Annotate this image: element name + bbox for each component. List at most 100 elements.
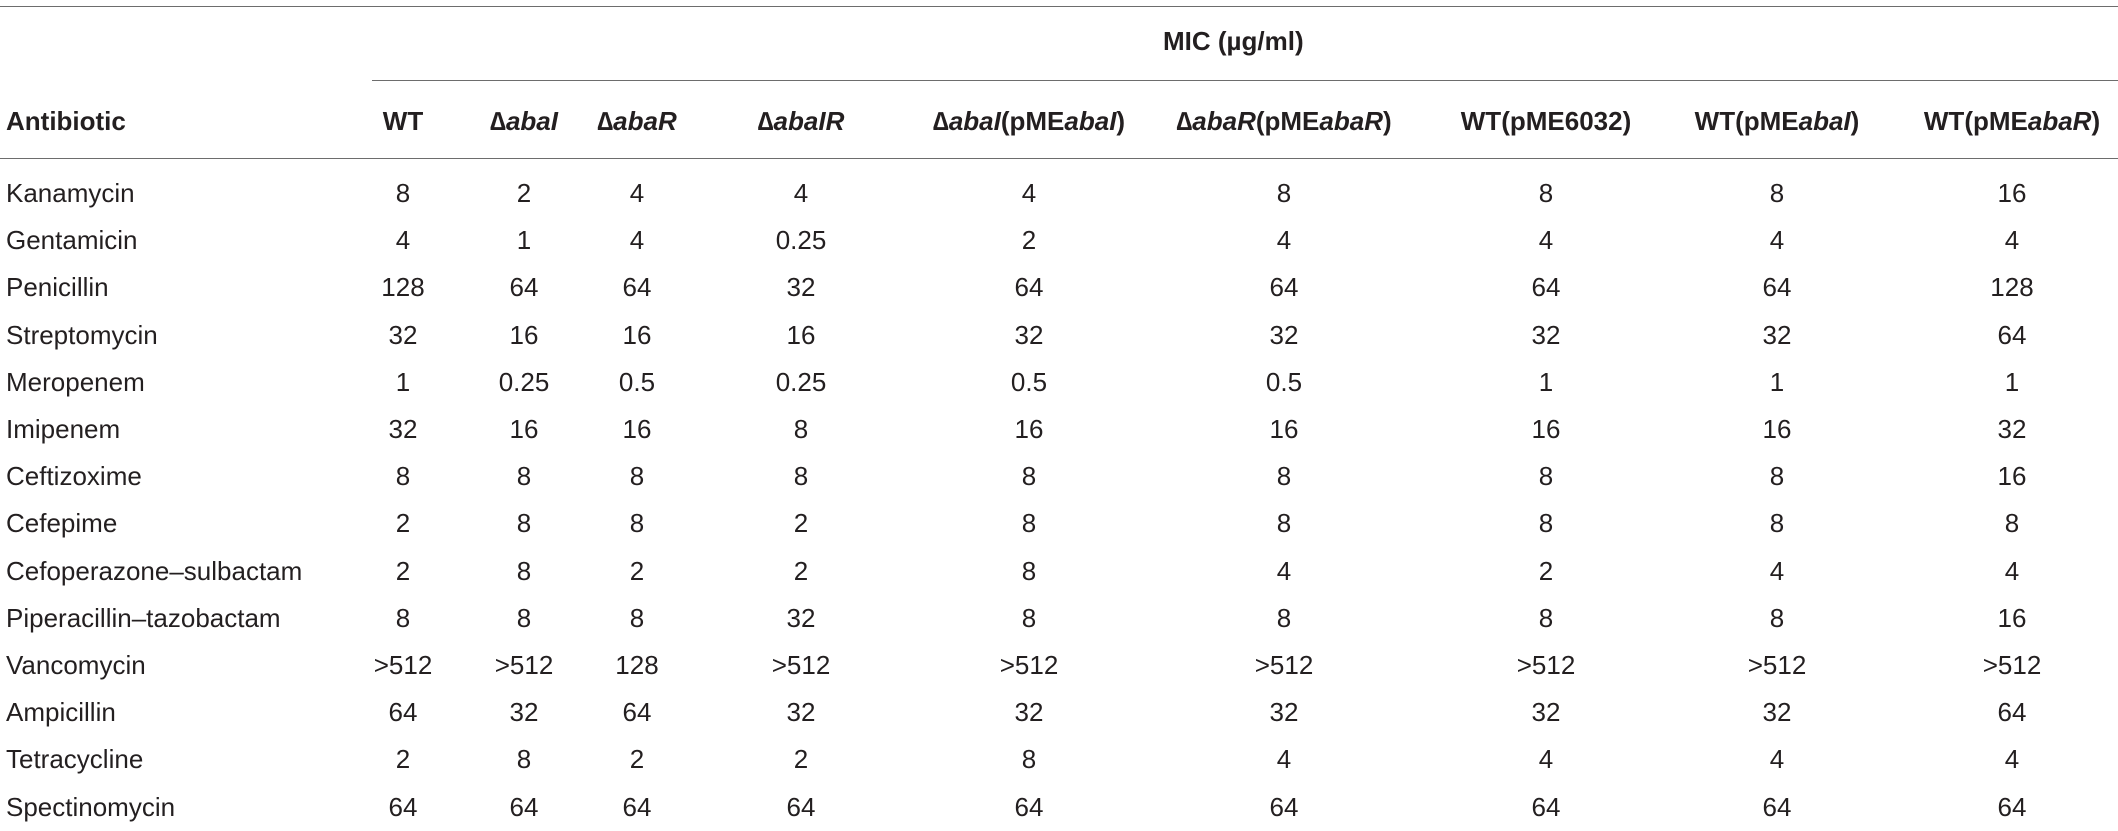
mic-value-cell: 8 bbox=[1538, 461, 1554, 492]
antibiotic-name: Gentamicin bbox=[6, 225, 138, 256]
mic-value-cell: 64 bbox=[509, 272, 539, 303]
mic-value-cell: 1 bbox=[516, 225, 532, 256]
mic-value-cell: 64 bbox=[1269, 272, 1299, 303]
antibiotic-name: Imipenem bbox=[6, 414, 121, 444]
mic-value-cell: 8 bbox=[1021, 744, 1037, 775]
column-header-part: ) bbox=[1850, 106, 1860, 136]
mic-value-cell: 16 bbox=[622, 319, 652, 350]
mic-value-cell: 32 bbox=[1762, 697, 1792, 728]
mic-value-cell: 64 bbox=[1014, 272, 1044, 303]
mic-value-cell: 8 bbox=[395, 178, 411, 208]
column-header-part: WT(pME bbox=[1694, 106, 1799, 136]
column-header-part: ∆ bbox=[932, 106, 949, 136]
mic-value-cell: 16 bbox=[509, 414, 539, 444]
column-header-part: ∆ bbox=[757, 106, 774, 136]
mic-value-cell: 64 bbox=[1762, 272, 1792, 303]
mic-value-cell: 8 bbox=[1276, 602, 1292, 633]
mic-value-cell: 128 bbox=[615, 650, 659, 680]
mic-value-cell: 16 bbox=[622, 414, 652, 444]
mic-value-cell: 0.25 bbox=[775, 366, 827, 397]
mic-value-cell: 4 bbox=[1769, 744, 1785, 775]
mic-value-cell: 8 bbox=[1769, 178, 1785, 208]
column-header-part: (pME bbox=[1255, 106, 1320, 136]
mic-value-cell: 4 bbox=[1769, 555, 1785, 586]
mic-value-cell: 8 bbox=[1021, 602, 1037, 633]
column-header: ∆abaR(pMEabaR) bbox=[1176, 106, 1391, 137]
mic-value-cell: 0.5 bbox=[1010, 366, 1048, 397]
column-header: ∆abaIR bbox=[758, 106, 845, 137]
mic-value-cell: 2 bbox=[793, 555, 809, 586]
mic-value-cell: 2 bbox=[1021, 225, 1037, 256]
antibiotic-name: Ceftizoxime bbox=[6, 461, 142, 492]
mic-value-cell: 2 bbox=[516, 178, 532, 208]
mic-value-cell: 64 bbox=[1014, 791, 1044, 822]
mic-value-cell: 32 bbox=[1762, 319, 1792, 350]
group-header-rule bbox=[372, 80, 2118, 81]
mic-value-cell: 64 bbox=[1997, 791, 2027, 822]
mic-value-cell: >512 bbox=[999, 650, 1059, 680]
mic-value-cell: 4 bbox=[1769, 225, 1785, 256]
mic-value-cell: 32 bbox=[786, 602, 816, 633]
column-header-part: WT bbox=[382, 106, 424, 136]
mic-value-cell: 2 bbox=[1538, 555, 1554, 586]
mic-value-cell: >512 bbox=[1516, 650, 1576, 680]
column-header-part: ) bbox=[1116, 106, 1126, 136]
column-header: WT bbox=[383, 106, 423, 137]
column-header-part: abaI bbox=[1064, 106, 1117, 136]
mic-value-cell: 4 bbox=[793, 178, 809, 208]
mic-value-cell: 32 bbox=[388, 319, 418, 350]
mic-value-cell: 32 bbox=[1014, 697, 1044, 728]
column-header-part: abaR bbox=[613, 106, 677, 136]
column-header-part: WT(pME6032) bbox=[1460, 106, 1632, 136]
mic-value-cell: 8 bbox=[395, 602, 411, 633]
mic-value-cell: 8 bbox=[1769, 508, 1785, 539]
mic-value-cell: 4 bbox=[1538, 225, 1554, 256]
column-header-part: abaIR bbox=[773, 106, 845, 136]
mic-value-cell: 64 bbox=[1269, 791, 1299, 822]
table-row: Streptomycin 32 16 16 16 32 32 32 32 64 bbox=[0, 312, 2118, 359]
mic-value-cell: >512 bbox=[1254, 650, 1314, 680]
mic-value-cell: 64 bbox=[786, 791, 816, 822]
column-header-part: abaR bbox=[2027, 106, 2092, 136]
mic-value-cell: 32 bbox=[1531, 319, 1561, 350]
mic-value-cell: 1 bbox=[1769, 366, 1785, 397]
mic-value-cell: 8 bbox=[1276, 461, 1292, 492]
mic-value-cell: 32 bbox=[786, 697, 816, 728]
mic-value-cell: 64 bbox=[622, 272, 652, 303]
mic-value-cell: 0.25 bbox=[775, 225, 827, 256]
antibiotic-name: Vancomycin bbox=[6, 650, 146, 680]
mic-value-cell: 16 bbox=[509, 319, 539, 350]
mic-value-cell: 64 bbox=[1531, 272, 1561, 303]
mic-value-cell: 8 bbox=[1276, 178, 1292, 208]
mic-value-cell: 2 bbox=[395, 508, 411, 539]
antibiotic-name: Penicillin bbox=[6, 272, 109, 303]
mic-value-cell: 8 bbox=[629, 602, 645, 633]
mic-value-cell: 16 bbox=[1762, 414, 1792, 444]
antibiotic-name: Cefoperazone–sulbactam bbox=[6, 555, 303, 586]
column-header: WT(pMEabaR) bbox=[1924, 106, 2100, 137]
mic-value-cell: 2 bbox=[793, 508, 809, 539]
mic-value-cell: 8 bbox=[1769, 602, 1785, 633]
mic-value-cell: 2 bbox=[629, 555, 645, 586]
mic-value-cell: 4 bbox=[2004, 225, 2020, 256]
mic-value-cell: 64 bbox=[622, 697, 652, 728]
table-row: Meropenem 1 0.25 0.5 0.25 0.5 0.5 1 1 1 bbox=[0, 359, 2118, 406]
mic-value-cell: 64 bbox=[388, 697, 418, 728]
mic-value-cell: 128 bbox=[1990, 272, 2034, 303]
table-row: Ampicillin 64 32 64 32 32 32 32 32 64 bbox=[0, 689, 2118, 736]
mic-value-cell: 0.5 bbox=[1265, 366, 1303, 397]
table-row: Spectinomycin 64 64 64 64 64 64 64 64 64 bbox=[0, 784, 2118, 831]
antibiotic-name: Spectinomycin bbox=[6, 791, 176, 822]
mic-value-cell: 1 bbox=[2004, 366, 2020, 397]
table-row: Piperacillin–tazobactam 8 8 8 32 8 8 8 8 16 bbox=[0, 595, 2118, 642]
mic-value-cell: 64 bbox=[1531, 791, 1561, 822]
mic-value-cell: 2 bbox=[395, 555, 411, 586]
table-top-rule bbox=[0, 6, 2118, 7]
mic-value-cell: 8 bbox=[1538, 508, 1554, 539]
table-row: Cefepime 2 8 8 2 8 8 8 8 8 bbox=[0, 500, 2118, 547]
mic-value-cell: 64 bbox=[1762, 791, 1792, 822]
column-header-part: abaI bbox=[948, 106, 1001, 136]
mic-value-cell: 32 bbox=[1997, 414, 2027, 444]
mic-value-cell: 8 bbox=[1021, 555, 1037, 586]
